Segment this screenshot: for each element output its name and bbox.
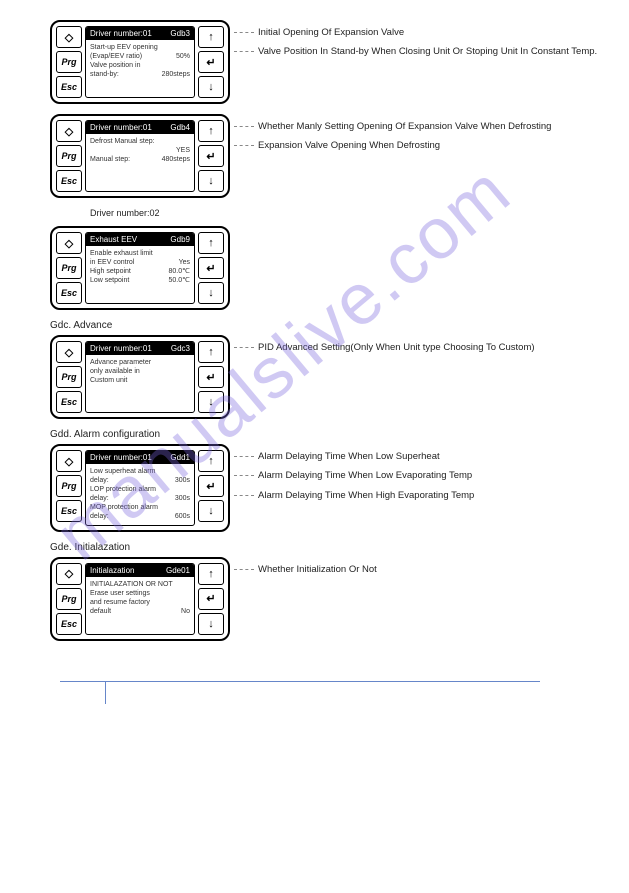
screen: Exhaust EEV Gdb9 Enable exhaust limitin EE… xyxy=(85,232,195,304)
screen-content: Enable exhaust limitin EEV controlYesHig… xyxy=(86,246,194,303)
screen-title-right: Gdb9 xyxy=(170,235,190,244)
bell-button[interactable]: ◇ xyxy=(56,120,82,142)
screen-title-left: Driver number:01 xyxy=(90,123,152,132)
lcd-panel: ◇ Prg Esc Driver number:01 Gdc3 Advance param… xyxy=(50,335,230,419)
prg-button[interactable]: Prg xyxy=(56,366,82,388)
down-button[interactable]: ↓ xyxy=(198,391,224,413)
annotations: Whether Initialization Or Not xyxy=(230,557,377,582)
screen: Initialazation Gde01 INITIALAZATION OR NOT… xyxy=(85,563,195,635)
annotation-text: Initial Opening Of Expansion Valve xyxy=(258,26,597,39)
annotation-text: PID Advanced Setting(Only When Unit type… xyxy=(258,341,535,354)
esc-button[interactable]: Esc xyxy=(56,76,82,98)
screen-title-left: Exhaust EEV xyxy=(90,235,137,244)
down-button[interactable]: ↓ xyxy=(198,500,224,522)
screen: Driver number:01 Gdb4 Defrost Manual step:… xyxy=(85,120,195,192)
footer xyxy=(60,681,540,706)
screen-title-right: Gdb3 xyxy=(170,29,190,38)
screen-content: INITIALAZATION OR NOTErase user settings… xyxy=(86,577,194,634)
prg-button[interactable]: Prg xyxy=(56,257,82,279)
esc-button[interactable]: Esc xyxy=(56,170,82,192)
lcd-panel: ◇ Prg Esc Driver number:01 Gdb4 Defrost Manua… xyxy=(50,114,230,198)
esc-button[interactable]: Esc xyxy=(56,391,82,413)
lcd-panel: ◇ Prg Esc Driver number:01 Gdb3 Start-up EEV … xyxy=(50,20,230,104)
screen-title-left: Initialazation xyxy=(90,566,134,575)
screen: Driver number:01 Gdb3 Start-up EEV opening… xyxy=(85,26,195,98)
lcd-panel: ◇ Prg Esc Exhaust EEV Gdb9 Enable exhaust lim… xyxy=(50,226,230,310)
screen-title-right: Gde01 xyxy=(166,566,190,575)
annotations: Alarm Delaying Time When Low Superheat Al… xyxy=(230,444,474,508)
bell-button[interactable]: ◇ xyxy=(56,563,82,585)
enter-button[interactable]: ↵ xyxy=(198,257,224,279)
screen-title-right: Gdd1 xyxy=(170,453,190,462)
down-button[interactable]: ↓ xyxy=(198,76,224,98)
prg-button[interactable]: Prg xyxy=(56,51,82,73)
up-button[interactable]: ↑ xyxy=(198,232,224,254)
annotations: Initial Opening Of Expansion Valve Valve … xyxy=(230,20,597,65)
up-button[interactable]: ↑ xyxy=(198,120,224,142)
enter-button[interactable]: ↵ xyxy=(198,145,224,167)
up-button[interactable]: ↑ xyxy=(198,26,224,48)
down-button[interactable]: ↓ xyxy=(198,282,224,304)
enter-button[interactable]: ↵ xyxy=(198,475,224,497)
enter-button[interactable]: ↵ xyxy=(198,588,224,610)
annotation-text: Alarm Delaying Time When High Evaporatin… xyxy=(258,489,474,502)
up-button[interactable]: ↑ xyxy=(198,450,224,472)
prg-button[interactable]: Prg xyxy=(56,145,82,167)
annotation-text: Valve Position In Stand-by When Closing … xyxy=(258,45,597,58)
up-button[interactable]: ↑ xyxy=(198,563,224,585)
screen: Driver number:01 Gdc3 Advance parameteronl… xyxy=(85,341,195,413)
down-button[interactable]: ↓ xyxy=(198,170,224,192)
screen-title-right: Gdb4 xyxy=(170,123,190,132)
section-label: Gdc. Advance xyxy=(50,320,609,331)
annotation-text: Alarm Delaying Time When Low Evaporating… xyxy=(258,469,474,482)
bell-button[interactable]: ◇ xyxy=(56,341,82,363)
annotations: Whether Manly Setting Opening Of Expansi… xyxy=(230,114,551,159)
annotation-text: Alarm Delaying Time When Low Superheat xyxy=(258,450,474,463)
screen-title-left: Driver number:01 xyxy=(90,29,152,38)
up-button[interactable]: ↑ xyxy=(198,341,224,363)
bell-button[interactable]: ◇ xyxy=(56,26,82,48)
panel-caption: Driver number:02 xyxy=(90,208,609,218)
lcd-panel: ◇ Prg Esc Initialazation Gde01 INITIALAZATION… xyxy=(50,557,230,641)
section-label: Gde. Initialazation xyxy=(50,542,609,553)
esc-button[interactable]: Esc xyxy=(56,500,82,522)
lcd-panel: ◇ Prg Esc Driver number:01 Gdd1 Low superheat… xyxy=(50,444,230,532)
screen-title-left: Driver number:01 xyxy=(90,344,152,353)
enter-button[interactable]: ↵ xyxy=(198,51,224,73)
screen-content: Advance parameteronly available inCustom… xyxy=(86,355,194,412)
down-button[interactable]: ↓ xyxy=(198,613,224,635)
esc-button[interactable]: Esc xyxy=(56,282,82,304)
annotation-text: Whether Initialization Or Not xyxy=(258,563,377,576)
annotation-text: Expansion Valve Opening When Defrosting xyxy=(258,139,551,152)
screen-content: Defrost Manual step:YESManual step:480st… xyxy=(86,134,194,191)
prg-button[interactable]: Prg xyxy=(56,475,82,497)
annotation-text: Whether Manly Setting Opening Of Expansi… xyxy=(258,120,551,133)
screen: Driver number:01 Gdd1 Low superheat alarmd… xyxy=(85,450,195,526)
enter-button[interactable]: ↵ xyxy=(198,366,224,388)
screen-content: Low superheat alarmdelay:300sLOP protect… xyxy=(86,464,194,525)
section-label: Gdd. Alarm configuration xyxy=(50,429,609,440)
bell-button[interactable]: ◇ xyxy=(56,232,82,254)
bell-button[interactable]: ◇ xyxy=(56,450,82,472)
prg-button[interactable]: Prg xyxy=(56,588,82,610)
screen-content: Start-up EEV opening(Evap/EEV ratio)50%V… xyxy=(86,40,194,97)
screen-title-right: Gdc3 xyxy=(171,344,190,353)
esc-button[interactable]: Esc xyxy=(56,613,82,635)
screen-title-left: Driver number:01 xyxy=(90,453,152,462)
annotations xyxy=(230,226,258,232)
annotations: PID Advanced Setting(Only When Unit type… xyxy=(230,335,535,360)
